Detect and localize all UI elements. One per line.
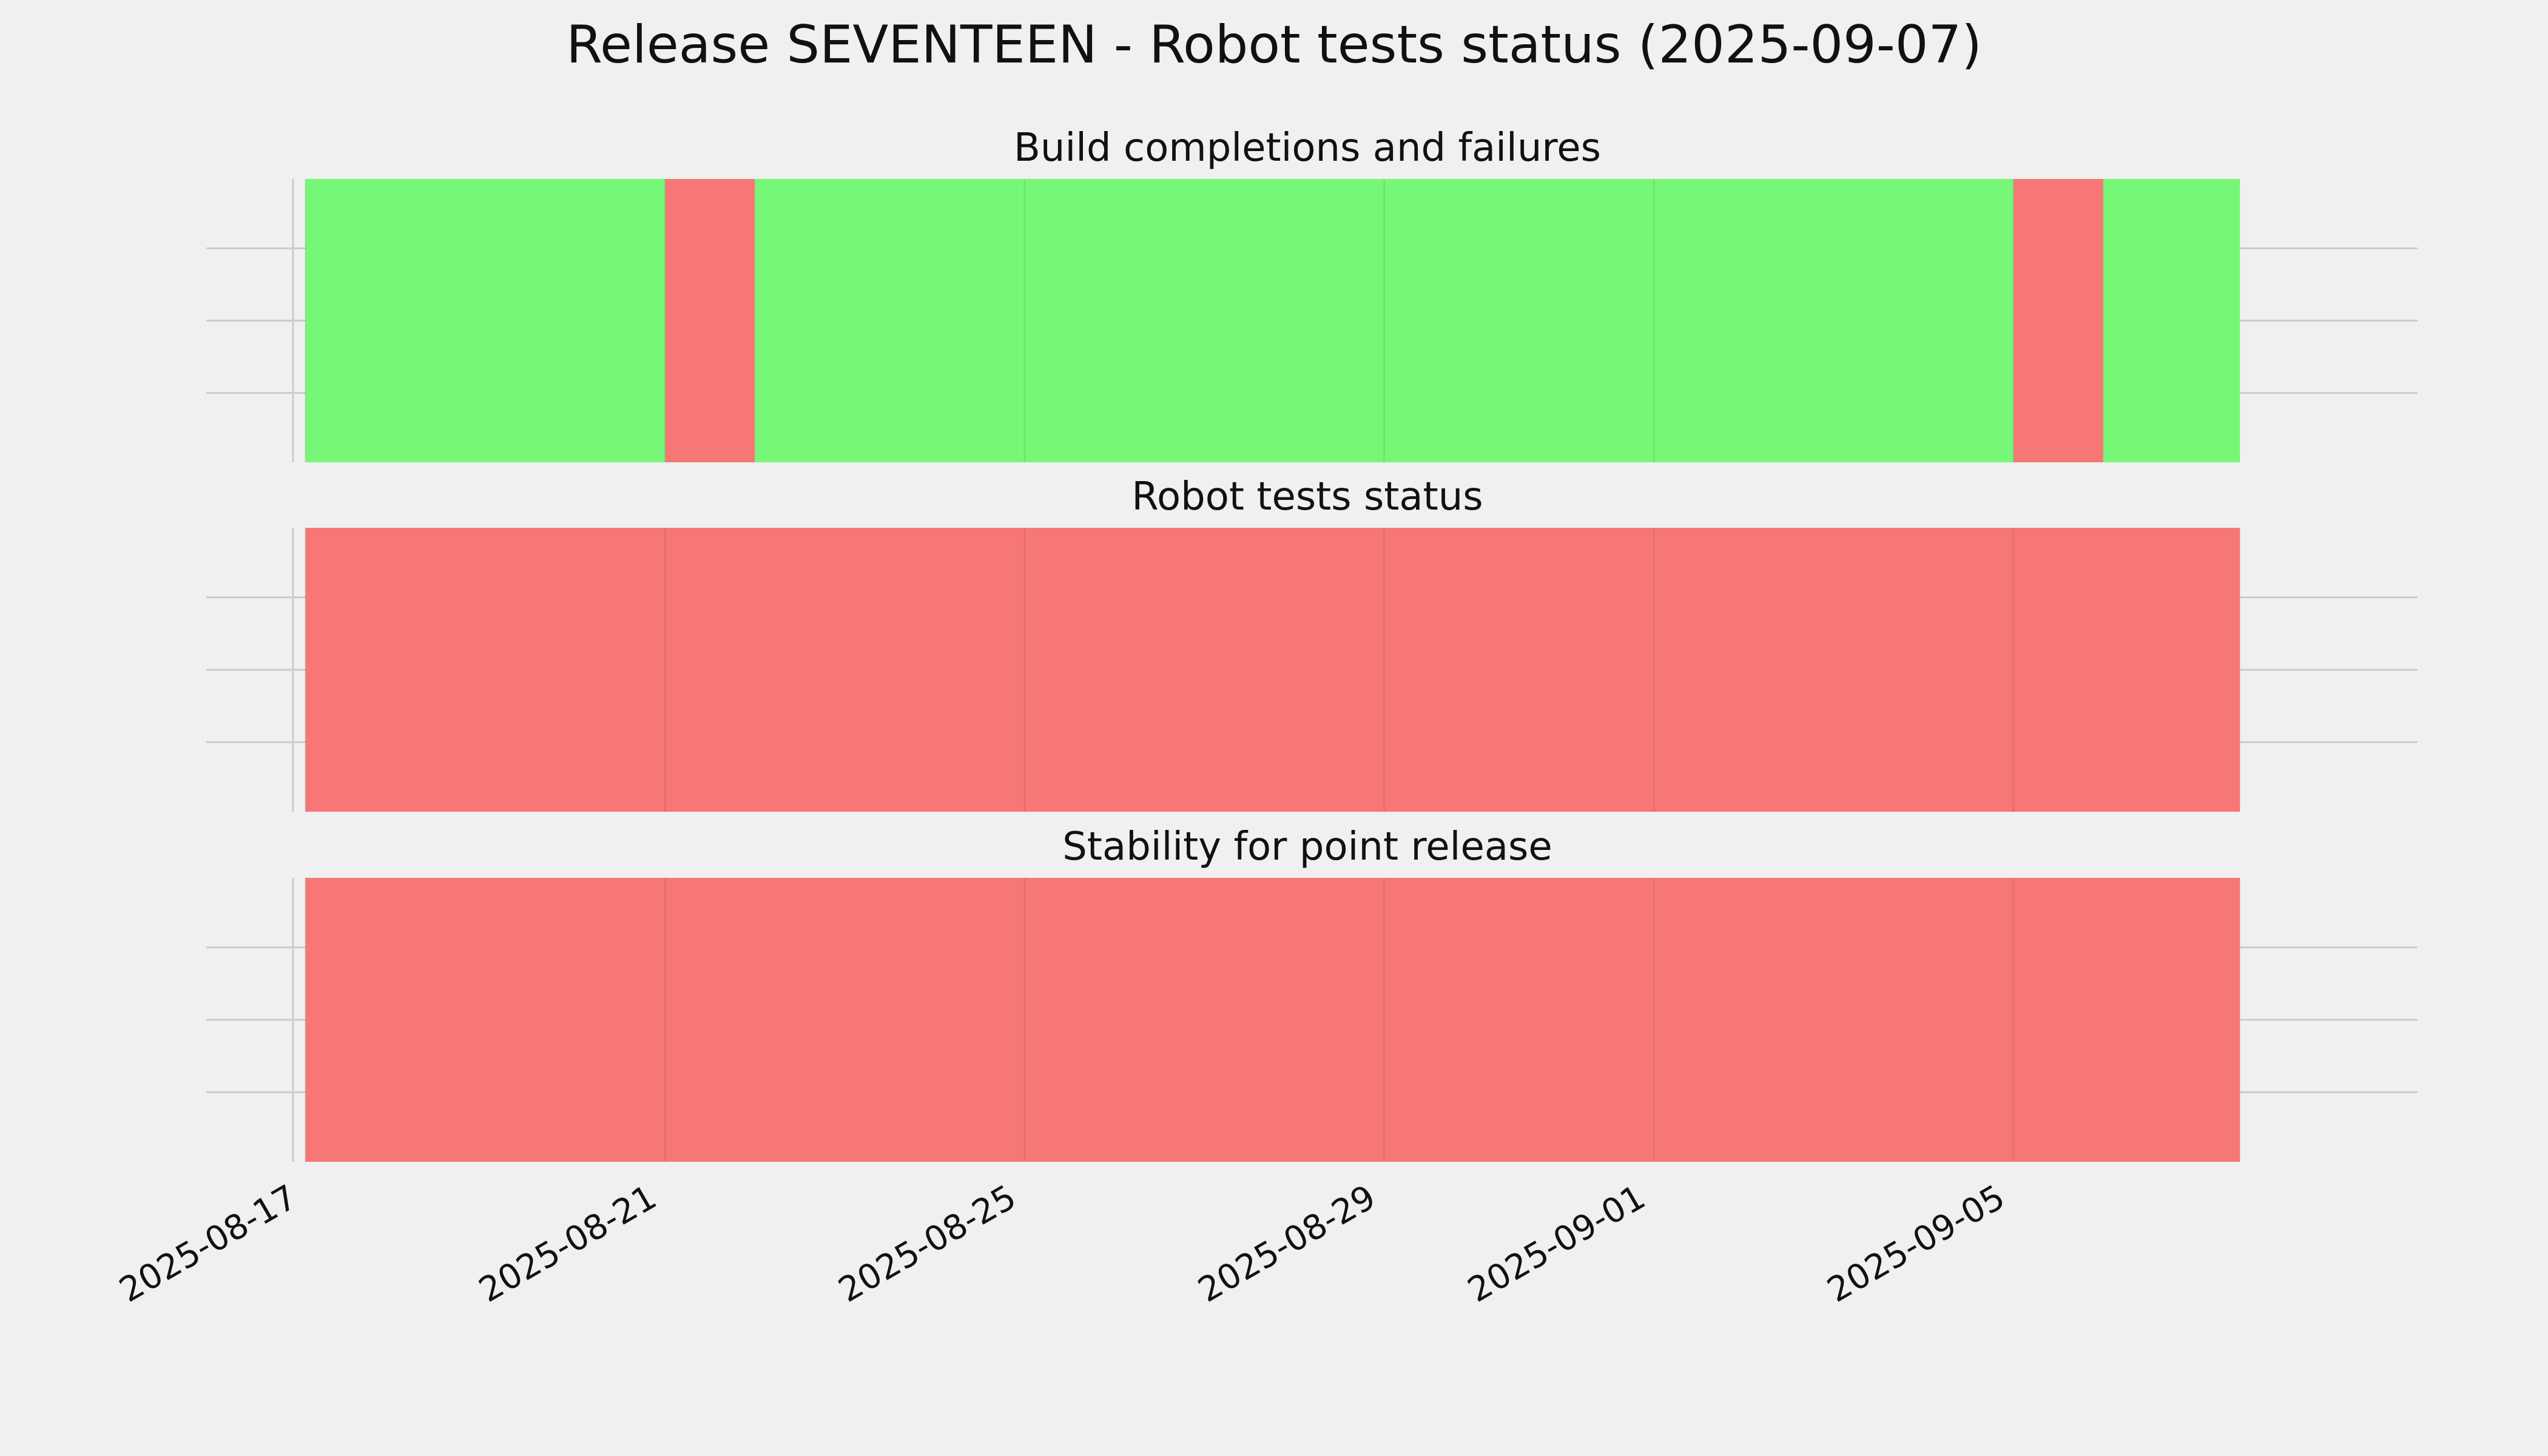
x-tick-label-2: 2025-08-21 [473,1178,663,1310]
x-tick-label-1: 2025-08-17 [113,1178,303,1310]
panel-2-title: Robot tests status [1131,474,1483,519]
panel-3-segment-1-fail [305,878,2240,1162]
panel-1-title: Build completions and failures [1014,126,1601,170]
panel-1: Build completions and failures [206,126,2418,462]
panel-2-segment-1-fail [305,528,2240,812]
x-axis: 2025-08-17 2025-08-21 2025-08-25 2025-08-29… [113,1178,2012,1310]
panel-3-title: Stability for point release [1062,824,1552,869]
x-tick-label-6: 2025-09-05 [1821,1178,2011,1310]
panel-1-segment-5-pass [2103,179,2240,462]
panels-layer: Build completions and failures Robot test… [206,126,2418,1162]
panel-3: Stability for point release [206,824,2418,1162]
panel-1-segment-1-pass [305,179,666,462]
panel-2: Robot tests status [206,474,2418,812]
x-tick-label-3: 2025-08-25 [832,1178,1023,1310]
panel-1-segment-2-fail [665,179,755,462]
panel-1-segment-3-pass [755,179,2014,462]
x-tick-label-4: 2025-08-29 [1191,1178,1382,1310]
x-tick-label-5: 2025-09-01 [1461,1178,1652,1310]
panel-1-segment-4-fail [2014,179,2103,462]
chart-title: Release SEVENTEEN - Robot tests status (… [566,15,1982,75]
